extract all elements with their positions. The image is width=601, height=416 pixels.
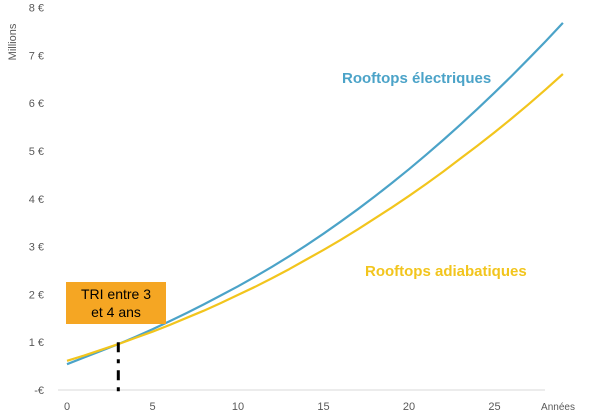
- y-tick-label: 2 €: [29, 289, 44, 301]
- series-line-electriques: [66, 22, 564, 366]
- y-axis-title: Millions: [7, 23, 19, 60]
- y-tick-label: 6 €: [29, 98, 44, 110]
- y-tick-label: 3 €: [29, 242, 44, 254]
- payback-annotation-line1: TRI entre 3: [80, 286, 152, 302]
- x-tick-label: 25: [488, 401, 500, 413]
- y-tick-label: 8 €: [29, 3, 44, 15]
- y-axis-labels: -€ 1 € 2 € 3 € 4 € 5 € 6 € 7 € 8 €: [29, 3, 44, 397]
- y-tick-label: 5 €: [29, 146, 44, 158]
- series-line-adiabatiques: [66, 73, 564, 362]
- x-tick-label: 20: [403, 401, 415, 413]
- x-tick-label: 5: [149, 401, 155, 413]
- payback-annotation-box: TRI entre 3 et 4 ans: [66, 282, 166, 324]
- y-tick-label: -€: [34, 385, 44, 397]
- x-axis-unit: Années: [541, 402, 575, 413]
- series-label-electriques: Rooftops électriques: [342, 70, 491, 87]
- y-tick-label: 7 €: [29, 50, 44, 62]
- y-tick-label: 4 €: [29, 194, 44, 206]
- x-tick-label: 0: [64, 401, 70, 413]
- y-tick-label: 1 €: [29, 337, 44, 349]
- payback-annotation-line2: et 4 ans: [91, 304, 141, 320]
- series-label-adiabatiques: Rooftops adiabatiques: [365, 263, 527, 280]
- x-axis-labels: 0 5 10 15 20 25: [64, 401, 501, 413]
- series-lines: [66, 22, 564, 366]
- x-tick-label: 15: [317, 401, 329, 413]
- x-tick-label: 10: [232, 401, 244, 413]
